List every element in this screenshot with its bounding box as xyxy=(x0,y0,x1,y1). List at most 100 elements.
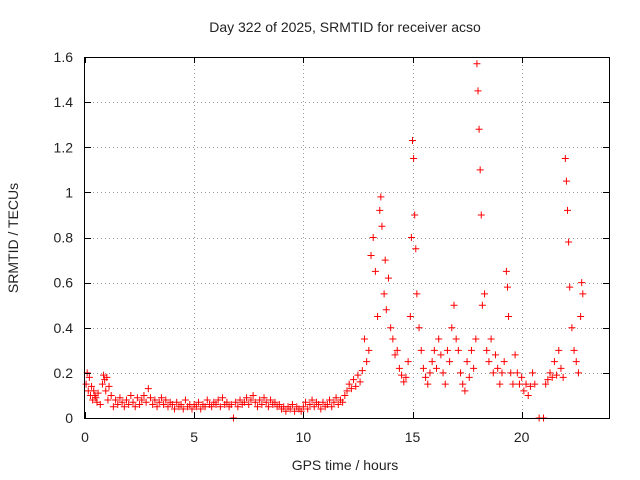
data-point-0-233 xyxy=(557,364,565,372)
data-point-0-81 xyxy=(240,398,248,406)
x-tick-label-4: 20 xyxy=(514,429,530,445)
data-point-0-43 xyxy=(157,394,165,402)
x-tick-label-1: 5 xyxy=(190,429,198,445)
data-point-0-239 xyxy=(566,283,574,291)
data-point-0-61 xyxy=(197,405,205,413)
y-tick-label-1: 0.2 xyxy=(54,365,74,381)
data-point-0-145 xyxy=(378,222,386,230)
data-point-0-244 xyxy=(577,312,585,320)
data-point-0-133 xyxy=(354,371,362,379)
data-point-0-49 xyxy=(171,405,179,413)
chart-title: Day 322 of 2025, SRMTID for receiver acs… xyxy=(209,19,481,35)
data-point-0-149 xyxy=(384,274,392,282)
data-point-0-167 xyxy=(417,346,425,354)
data-point-0-193 xyxy=(473,60,481,68)
data-point-0-29 xyxy=(127,391,135,399)
data-point-0-196 xyxy=(476,166,484,174)
data-point-0-28 xyxy=(125,400,133,408)
data-point-0-166 xyxy=(415,324,423,332)
y-axis-label: SRMTID / TECUs xyxy=(5,183,21,293)
data-point-0-127 xyxy=(341,391,349,399)
data-point-0-82 xyxy=(243,394,251,402)
data-point-0-124 xyxy=(334,400,342,408)
data-point-0-97 xyxy=(275,400,283,408)
data-point-0-52 xyxy=(177,400,185,408)
data-point-0-189 xyxy=(465,373,473,381)
data-point-0-69 xyxy=(214,396,222,404)
data-point-0-16 xyxy=(102,387,110,395)
data-point-0-19 xyxy=(105,382,113,390)
data-point-0-175 xyxy=(435,335,443,343)
data-point-0-75 xyxy=(227,400,235,408)
data-point-0-218 xyxy=(520,387,528,395)
data-point-0-30 xyxy=(129,398,137,406)
data-point-0-188 xyxy=(463,358,471,366)
x-tick-labels: 0 5 10 15 20 xyxy=(81,429,530,445)
y-tick-label-0: 0 xyxy=(65,410,73,426)
data-point-0-158 xyxy=(404,358,412,366)
data-point-0-237 xyxy=(564,206,572,214)
data-point-0-112 xyxy=(308,396,316,404)
data-point-0-54 xyxy=(181,396,189,404)
data-point-0-41 xyxy=(153,403,161,411)
data-point-0-120 xyxy=(326,396,334,404)
data-point-0-37 xyxy=(144,385,152,393)
data-point-0-25 xyxy=(118,398,126,406)
data-point-0-128 xyxy=(343,387,351,395)
data-point-0-192 xyxy=(472,335,480,343)
data-point-0-78 xyxy=(234,403,242,411)
data-point-0-183 xyxy=(452,335,460,343)
data-point-0-142 xyxy=(374,312,382,320)
data-point-0-11 xyxy=(94,389,102,397)
data-point-0-48 xyxy=(168,400,176,408)
data-point-0-0 xyxy=(82,380,90,388)
data-point-0-153 xyxy=(393,346,401,354)
data-point-0-13 xyxy=(98,380,106,388)
data-point-0-53 xyxy=(179,405,187,413)
data-point-0-116 xyxy=(317,405,325,413)
data-point-0-136 xyxy=(360,335,368,343)
data-point-0-246 xyxy=(579,290,587,298)
data-point-0-7 xyxy=(90,387,98,395)
data-point-0-85 xyxy=(249,391,257,399)
data-point-0-88 xyxy=(256,396,264,404)
data-point-0-152 xyxy=(391,351,399,359)
data-point-0-147 xyxy=(381,256,389,264)
data-point-0-86 xyxy=(251,398,259,406)
data-point-0-9 xyxy=(92,394,100,402)
axis-ticks xyxy=(85,57,609,419)
data-point-0-60 xyxy=(195,398,203,406)
data-point-0-87 xyxy=(253,403,261,411)
data-point-0-176 xyxy=(437,351,445,359)
data-point-0-35 xyxy=(140,391,148,399)
y-tick-label-3: 0.6 xyxy=(54,275,74,291)
data-point-0-177 xyxy=(439,369,447,377)
data-point-0-180 xyxy=(446,358,454,366)
data-point-0-181 xyxy=(448,324,456,332)
data-point-0-104 xyxy=(291,407,299,415)
data-point-0-140 xyxy=(369,234,377,241)
data-point-0-210 xyxy=(503,283,511,291)
data-point-0-242 xyxy=(572,358,580,366)
data-point-0-150 xyxy=(387,324,395,332)
y-tick-label-6: 1.2 xyxy=(54,139,74,155)
data-point-0-50 xyxy=(173,398,181,406)
data-point-0-163 xyxy=(411,211,419,219)
data-points xyxy=(82,60,587,422)
data-point-0-186 xyxy=(459,380,467,388)
data-point-0-214 xyxy=(511,351,519,359)
data-point-0-201 xyxy=(485,358,493,366)
data-point-0-84 xyxy=(247,396,255,404)
data-point-0-132 xyxy=(352,382,360,390)
x-tick-label-3: 15 xyxy=(405,429,421,445)
data-point-0-38 xyxy=(147,394,154,402)
data-point-0-205 xyxy=(494,364,502,372)
data-point-0-138 xyxy=(365,346,373,354)
data-point-0-238 xyxy=(565,238,573,246)
x-axis-label: GPS time / hours xyxy=(292,457,399,473)
data-point-0-159 xyxy=(406,312,414,320)
data-point-0-174 xyxy=(433,364,441,372)
data-point-0-33 xyxy=(136,400,144,408)
data-point-0-113 xyxy=(310,403,318,411)
